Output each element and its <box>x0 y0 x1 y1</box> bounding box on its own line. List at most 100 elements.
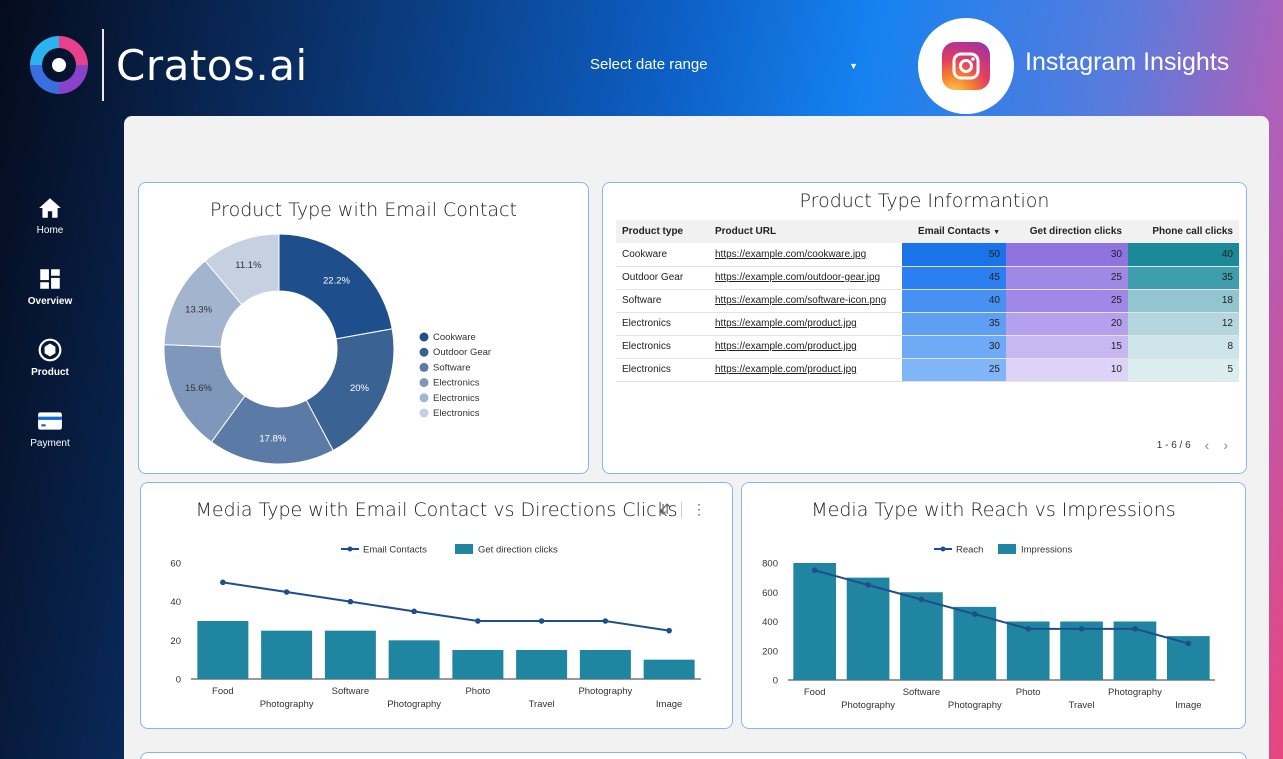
chevron-left-icon[interactable]: ‹ <box>1204 437 1210 453</box>
line-point[interactable] <box>1132 626 1138 632</box>
line-point[interactable] <box>666 627 672 634</box>
pie-slice-label: 20% <box>350 383 370 394</box>
series-line <box>222 581 670 632</box>
pie-slice-label: 22.2% <box>323 275 350 286</box>
bar[interactable] <box>324 630 376 679</box>
line-point[interactable] <box>972 611 978 617</box>
legend-marker <box>419 408 429 418</box>
column-header-product-type[interactable]: Product type <box>616 220 709 243</box>
line-point[interactable] <box>475 618 481 624</box>
cell-product-type: Software <box>616 289 709 313</box>
cell-phone-clicks: 35 <box>1128 266 1239 290</box>
sidebar-item-payment[interactable]: Payment <box>0 408 100 449</box>
cell-phone-clicks: 5 <box>1128 358 1239 382</box>
combo-chart-card-reach-impressions: Media Type with Reach vs Impressions Rea… <box>741 482 1246 729</box>
bar[interactable] <box>261 630 313 679</box>
product-table-card: Product Type Informantion Product type P… <box>602 182 1247 474</box>
line-point[interactable] <box>1078 626 1085 632</box>
line-point[interactable] <box>283 589 290 595</box>
combo-chart-title: Media Type with Email Contact vs Directi… <box>195 499 678 521</box>
line-point[interactable] <box>538 618 545 624</box>
pager-range: 1 - 6 / 6 <box>1156 439 1191 451</box>
line-point[interactable] <box>602 618 609 624</box>
bar[interactable] <box>846 577 890 680</box>
table-row: Electronics https://example.com/product.j… <box>616 335 1239 359</box>
pie-slice[interactable] <box>305 328 395 452</box>
bar[interactable] <box>793 563 837 680</box>
line-point[interactable] <box>811 567 818 574</box>
brand-logo: Cratos.ai <box>26 28 308 102</box>
x-tick-label: Software <box>903 687 941 698</box>
cell-direction-clicks: 30 <box>1006 243 1128 267</box>
cell-product-url[interactable]: https://example.com/product.jpg <box>709 312 902 336</box>
bar[interactable] <box>516 650 568 679</box>
legend-bar-marker <box>998 544 1016 554</box>
cell-direction-clicks: 10 <box>1006 358 1128 382</box>
product-icon <box>38 338 62 362</box>
x-tick-label: Photo <box>465 686 490 697</box>
line-point[interactable] <box>347 598 354 605</box>
bar[interactable] <box>900 592 943 680</box>
cell-product-url[interactable]: https://example.com/cookware.jpg <box>709 243 902 267</box>
bar[interactable] <box>452 650 504 679</box>
combo-chart: Email Contacts Get direction clicks 0 20 40 6… <box>170 544 701 710</box>
table-row: Software https://example.com/software-ico… <box>616 289 1239 313</box>
cell-email-contacts: 40 <box>902 289 1006 313</box>
pie-slice[interactable] <box>204 233 280 306</box>
x-tick-label: Photography <box>578 686 632 697</box>
table-row: Cookware https://example.com/cookware.jpg… <box>616 243 1239 267</box>
more-vert-icon[interactable]: ⋮ <box>692 501 706 517</box>
line-point[interactable] <box>1025 626 1031 632</box>
y-tick-label: 0 <box>773 676 778 687</box>
column-header-product-url[interactable]: Product URL <box>709 220 902 243</box>
x-tick-label: Photography <box>948 700 1002 711</box>
cell-product-url[interactable]: https://example.com/software-icon.png <box>709 289 902 313</box>
bar[interactable] <box>388 640 440 679</box>
line-point[interactable] <box>918 596 925 603</box>
x-tick-label: Image <box>656 699 682 710</box>
x-tick-label: Travel <box>1069 700 1095 711</box>
cell-product-url[interactable]: https://example.com/product.jpg <box>709 358 902 382</box>
cell-direction-clicks: 20 <box>1006 312 1128 336</box>
date-range-select[interactable]: Select date range ▼ <box>590 56 858 73</box>
line-point[interactable] <box>220 579 226 586</box>
line-point[interactable] <box>865 582 871 588</box>
cell-product-url[interactable]: https://example.com/outdoor-gear.jpg <box>709 266 902 290</box>
x-tick-label: Photography <box>260 699 314 710</box>
column-header-direction-clicks[interactable]: Get direction clicks <box>1006 220 1128 243</box>
y-tick-label: 60 <box>170 559 181 570</box>
cell-product-url[interactable]: https://example.com/product.jpg <box>709 335 902 359</box>
bar[interactable] <box>643 659 695 679</box>
sort-icon[interactable]: ⇵ <box>659 501 671 517</box>
column-header-email-contacts[interactable]: Email Contacts ▼ <box>902 220 1006 243</box>
sidebar-item-product[interactable]: Product <box>0 337 100 378</box>
cell-email-contacts: 25 <box>902 358 1006 382</box>
bar[interactable] <box>579 650 631 679</box>
sidebar-item-home[interactable]: Home <box>0 195 100 236</box>
line-point[interactable] <box>1185 640 1192 647</box>
cell-product-type: Electronics <box>616 358 709 382</box>
table-header-row: Product type Product URL Email Contacts … <box>616 220 1239 243</box>
y-tick-label: 600 <box>762 588 778 599</box>
combo-chart-title: Media Type with Reach vs Impressions <box>811 499 1176 521</box>
instagram-icon <box>942 42 990 90</box>
legend-line-marker <box>940 546 946 552</box>
column-header-phone-clicks[interactable]: Phone call clicks <box>1128 220 1239 243</box>
cell-phone-clicks: 18 <box>1128 289 1239 313</box>
donut-chart: 22.2% 20% 17.8% 15.6% 13.3% 11.1% Cookware Outd… <box>163 233 491 465</box>
pie-slice[interactable] <box>278 233 393 340</box>
legend-entry: Reach <box>956 545 983 556</box>
dashboard-icon <box>40 269 60 289</box>
combo-chart: Reach Impressions 0 200 400 600 800 Food Photogr… <box>762 544 1215 711</box>
bar[interactable] <box>197 621 249 679</box>
y-tick-label: 200 <box>762 646 778 657</box>
donut-chart-title: Product Type with Email Contact <box>210 199 517 221</box>
x-tick-label: Image <box>1175 700 1201 711</box>
sidebar-item-overview[interactable]: Overview <box>0 266 100 307</box>
y-tick-label: 40 <box>170 597 181 608</box>
cell-phone-clicks: 40 <box>1128 243 1239 267</box>
line-point[interactable] <box>411 608 417 615</box>
chevron-right-icon[interactable]: › <box>1223 437 1228 453</box>
y-tick-label: 800 <box>762 559 778 570</box>
pie-slice-label: 13.3% <box>185 305 212 316</box>
